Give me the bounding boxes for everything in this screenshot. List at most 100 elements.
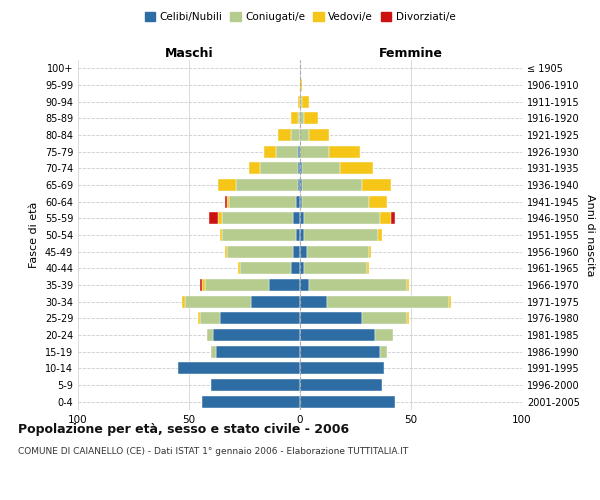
Bar	[362, 312, 407, 324]
Bar	[367, 262, 369, 274]
Bar	[227, 196, 229, 207]
Bar	[300, 329, 376, 341]
Bar	[302, 179, 362, 191]
Bar	[300, 162, 302, 174]
Bar	[329, 146, 360, 158]
Bar	[218, 212, 223, 224]
Bar	[407, 279, 409, 291]
Bar	[391, 212, 395, 224]
Bar	[214, 329, 300, 341]
Bar	[369, 196, 386, 207]
Bar	[300, 296, 326, 308]
Bar	[227, 246, 293, 258]
Bar	[223, 212, 293, 224]
Bar	[293, 212, 300, 224]
Bar	[300, 146, 329, 158]
Bar	[293, 246, 300, 258]
Bar	[298, 179, 300, 191]
Bar	[251, 296, 300, 308]
Bar	[260, 162, 298, 174]
Bar	[202, 279, 205, 291]
Bar	[307, 246, 369, 258]
Bar	[202, 396, 300, 407]
Bar	[300, 379, 382, 391]
Bar	[178, 362, 300, 374]
Bar	[309, 129, 329, 141]
Bar	[249, 162, 260, 174]
Bar	[376, 329, 393, 341]
Bar	[449, 296, 451, 308]
Bar	[236, 179, 298, 191]
Bar	[220, 229, 223, 241]
Bar	[300, 112, 304, 124]
Bar	[309, 279, 407, 291]
Bar	[240, 262, 291, 274]
Bar	[304, 212, 380, 224]
Bar	[304, 112, 318, 124]
Bar	[296, 229, 300, 241]
Bar	[238, 262, 240, 274]
Bar	[302, 96, 309, 108]
Text: COMUNE DI CAIANELLO (CE) - Dati ISTAT 1° gennaio 2006 - Elaborazione TUTTITALIA.: COMUNE DI CAIANELLO (CE) - Dati ISTAT 1°…	[18, 448, 408, 456]
Bar	[211, 379, 300, 391]
Bar	[200, 279, 202, 291]
Bar	[302, 162, 340, 174]
Bar	[380, 212, 391, 224]
Bar	[300, 96, 302, 108]
Bar	[369, 246, 371, 258]
Bar	[298, 146, 300, 158]
Bar	[211, 346, 215, 358]
Bar	[223, 229, 296, 241]
Y-axis label: Fasce di età: Fasce di età	[29, 202, 39, 268]
Bar	[291, 129, 300, 141]
Bar	[209, 212, 218, 224]
Bar	[205, 279, 269, 291]
Legend: Celibi/Nubili, Coniugati/e, Vedovi/e, Divorziati/e: Celibi/Nubili, Coniugati/e, Vedovi/e, Di…	[143, 10, 457, 24]
Bar	[407, 312, 409, 324]
Text: Femmine: Femmine	[379, 47, 443, 60]
Bar	[215, 346, 300, 358]
Bar	[278, 129, 291, 141]
Bar	[300, 362, 385, 374]
Bar	[229, 196, 296, 207]
Bar	[298, 96, 300, 108]
Bar	[300, 246, 307, 258]
Bar	[378, 229, 382, 241]
Bar	[269, 279, 300, 291]
Bar	[326, 296, 449, 308]
Bar	[200, 312, 220, 324]
Bar	[218, 179, 236, 191]
Bar	[300, 312, 362, 324]
Bar	[300, 262, 304, 274]
Y-axis label: Anni di nascita: Anni di nascita	[585, 194, 595, 276]
Bar	[304, 229, 378, 241]
Bar	[291, 112, 298, 124]
Bar	[362, 179, 391, 191]
Bar	[300, 129, 309, 141]
Bar	[207, 329, 214, 341]
Text: Maschi: Maschi	[164, 47, 214, 60]
Bar	[224, 246, 227, 258]
Bar	[296, 196, 300, 207]
Bar	[300, 179, 302, 191]
Bar	[291, 262, 300, 274]
Bar	[304, 262, 367, 274]
Bar	[220, 312, 300, 324]
Bar	[182, 296, 185, 308]
Bar	[298, 162, 300, 174]
Bar	[198, 312, 200, 324]
Bar	[265, 146, 275, 158]
Bar	[185, 296, 251, 308]
Text: Popolazione per età, sesso e stato civile - 2006: Popolazione per età, sesso e stato civil…	[18, 422, 349, 436]
Bar	[380, 346, 386, 358]
Bar	[300, 346, 380, 358]
Bar	[298, 112, 300, 124]
Bar	[300, 79, 302, 91]
Bar	[300, 396, 395, 407]
Bar	[300, 212, 304, 224]
Bar	[300, 196, 302, 207]
Bar	[275, 146, 298, 158]
Bar	[300, 229, 304, 241]
Bar	[340, 162, 373, 174]
Bar	[300, 279, 309, 291]
